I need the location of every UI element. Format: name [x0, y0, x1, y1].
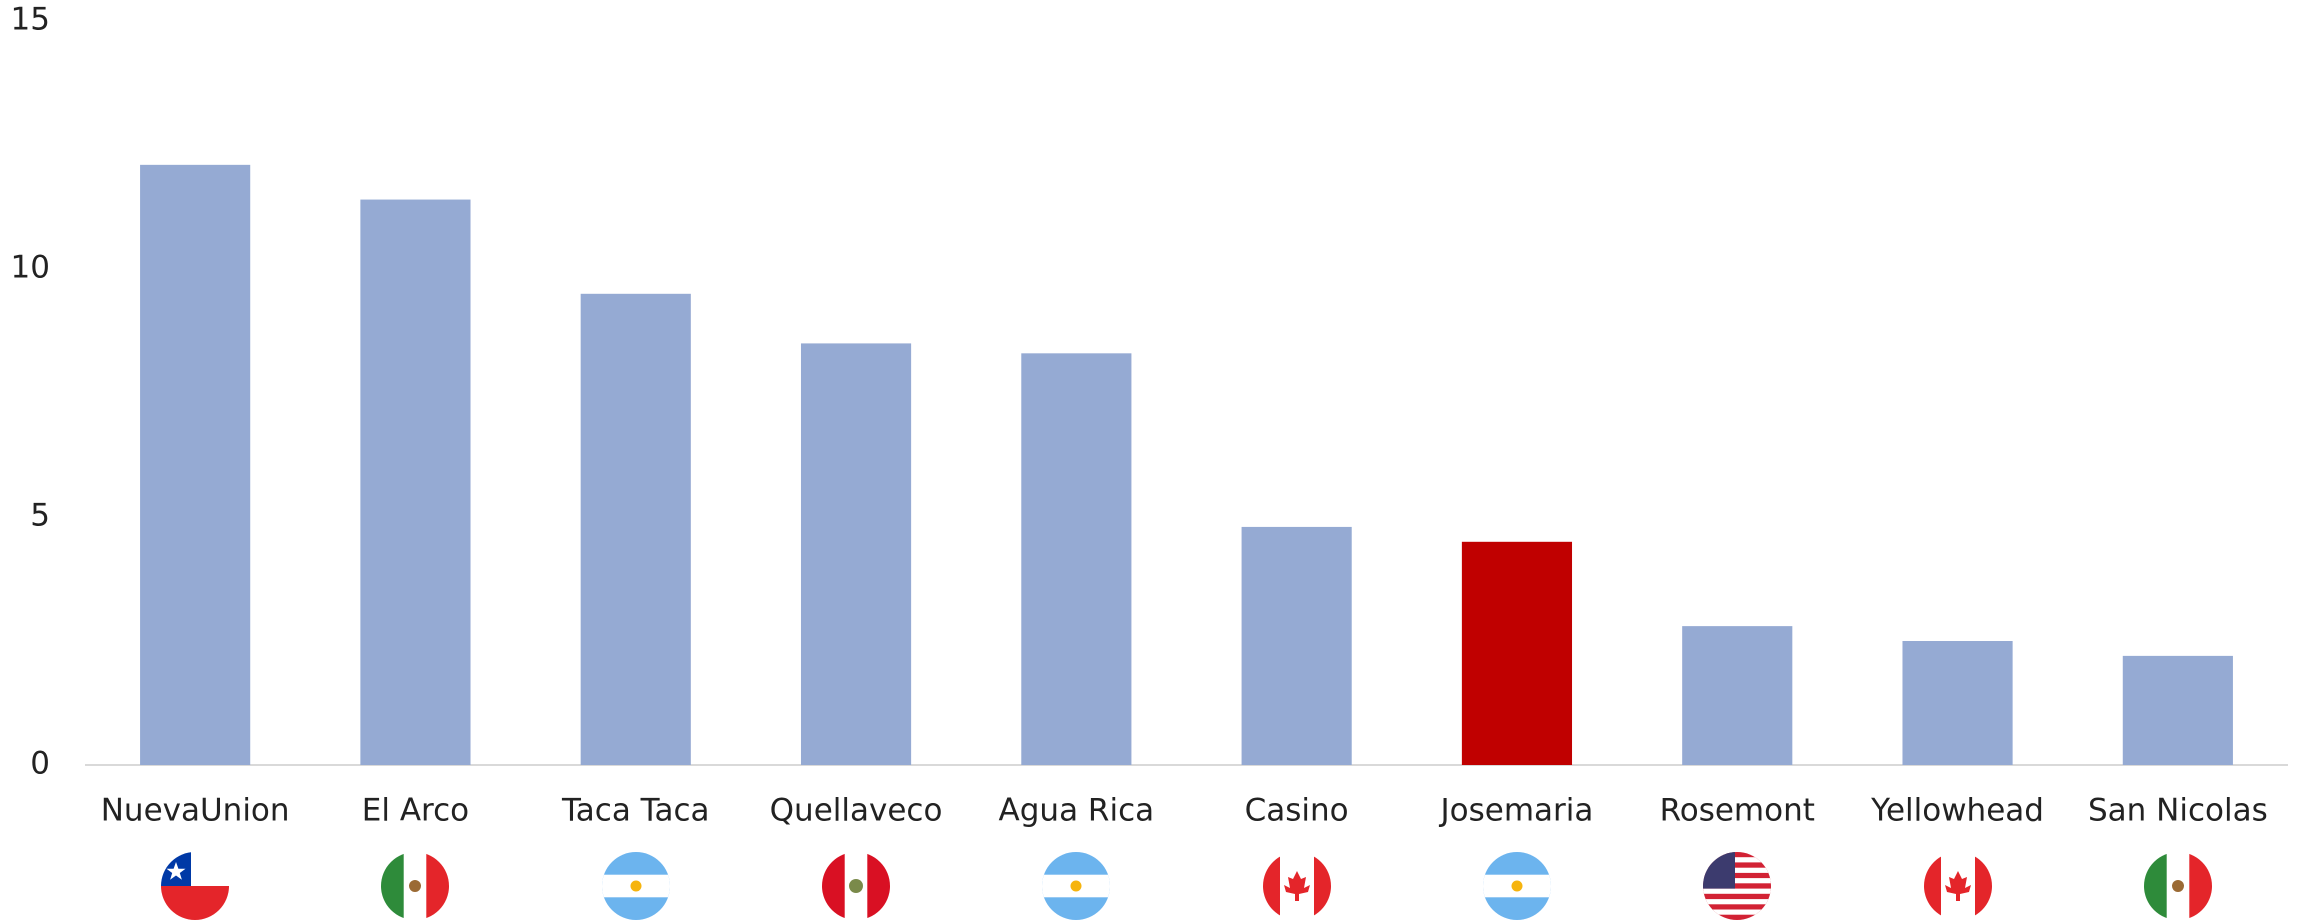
x-tick-label: Yellowhead — [1870, 793, 2044, 829]
flag — [1263, 852, 1331, 920]
bar — [800, 343, 912, 765]
y-tick-label: 0 — [30, 746, 50, 782]
bar — [1241, 526, 1352, 765]
bar — [580, 293, 691, 765]
x-tick-label: Quellaveco — [770, 793, 943, 829]
x-tick-label: El Arco — [362, 793, 469, 829]
x-tick-label: NuevaUnion — [101, 793, 290, 829]
bar — [1902, 641, 2013, 765]
flag — [602, 852, 670, 920]
x-tick-label: Rosemont — [1660, 793, 1815, 829]
x-tick-label: Agua Rica — [999, 793, 1155, 829]
y-tick-label: 10 — [11, 250, 50, 286]
flag — [161, 852, 229, 920]
flag — [381, 852, 449, 920]
y-tick-label: 15 — [11, 2, 50, 38]
x-tick-label: Casino — [1245, 793, 1349, 829]
flag — [2144, 852, 2212, 920]
x-tick-label: San Nicolas — [2088, 793, 2268, 829]
bar — [1021, 353, 1132, 765]
bar — [2122, 655, 2233, 765]
bar — [140, 164, 251, 766]
flag — [1703, 852, 1771, 920]
bar — [1461, 541, 1573, 765]
flag — [1483, 852, 1551, 920]
flag — [1924, 852, 1992, 920]
bar — [360, 199, 471, 765]
flag — [1042, 852, 1110, 920]
y-tick-label: 5 — [30, 498, 50, 534]
x-tick-label: Josemaria — [1439, 793, 1594, 829]
x-tick-label: Taca Taca — [561, 793, 710, 829]
country-flags — [161, 852, 2212, 920]
bar — [1682, 626, 1793, 765]
flag — [822, 852, 890, 920]
